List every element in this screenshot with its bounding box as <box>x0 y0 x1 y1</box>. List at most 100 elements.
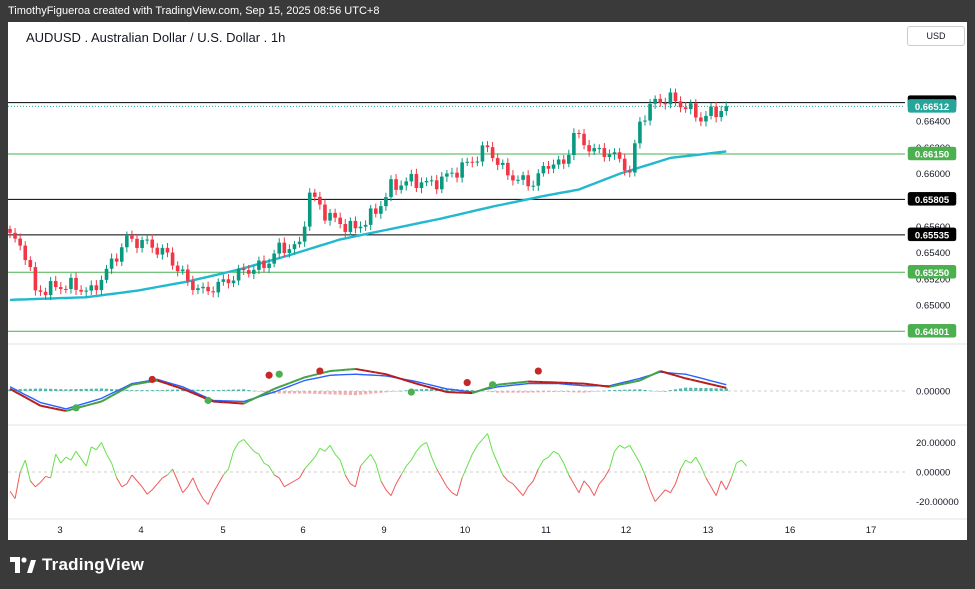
time-tick-label: 4 <box>138 525 143 536</box>
candle-body <box>28 260 33 268</box>
momentum-segment <box>284 483 290 488</box>
momentum-segment <box>400 465 407 476</box>
momentum-segment <box>725 477 732 490</box>
oscillator-slow-segment <box>675 374 681 378</box>
histogram-bar <box>678 388 683 391</box>
price-tick-label: 0.66000 <box>916 169 950 180</box>
histogram-bar <box>633 389 637 391</box>
oscillator-slow-segment <box>614 383 620 387</box>
price-label: 0.66150 <box>915 150 949 161</box>
chart-frame[interactable]: 0.664000.662000.660000.656000.654000.652… <box>8 22 967 540</box>
histogram-bar <box>521 391 525 393</box>
histogram-bar <box>607 390 612 391</box>
candle-body <box>587 145 591 152</box>
price-tick-label: 0.65200 <box>916 274 950 285</box>
candle-body <box>668 92 673 105</box>
histogram-bar <box>176 389 180 391</box>
oscillator-slow-segment <box>121 386 128 392</box>
currency-button[interactable]: USD <box>907 26 965 46</box>
momentum-segment <box>588 486 595 496</box>
momentum-segment <box>314 448 321 458</box>
candle-body <box>704 115 708 122</box>
candle-body <box>292 244 297 250</box>
momentum-segment <box>85 446 92 467</box>
histogram-bar <box>160 389 164 391</box>
oscillator-slow-segment <box>517 381 524 384</box>
candle-body <box>307 192 312 227</box>
oscillator-slow-segment <box>263 390 270 395</box>
candle-body <box>709 106 713 116</box>
histogram-bar <box>562 391 566 393</box>
candle-body <box>506 162 510 176</box>
oscillator-slow-segment <box>421 384 427 388</box>
momentum-segment <box>553 450 559 455</box>
candle-body <box>455 172 459 178</box>
oscillator-slow-segment <box>477 388 483 393</box>
momentum-segment <box>116 477 123 488</box>
histogram-bar <box>206 390 210 391</box>
oscillator-slow-segment <box>177 386 184 390</box>
histogram-bar <box>501 391 505 393</box>
oscillator-slow-segment <box>634 379 641 383</box>
histogram-bar <box>364 391 368 395</box>
oscillator-slow-segment <box>497 383 503 386</box>
histogram-bar <box>84 388 88 391</box>
momentum-segment <box>705 477 712 488</box>
candle-body <box>297 241 302 245</box>
candle-body <box>541 166 546 174</box>
oscillator-slow-segment <box>258 392 265 398</box>
candle-body <box>201 286 205 289</box>
candle-body <box>38 290 43 292</box>
momentum-segment <box>639 462 646 476</box>
candle-body <box>724 106 729 112</box>
chart-svg[interactable]: 0.664000.662000.660000.656000.654000.652… <box>8 22 967 540</box>
oscillator-slow-segment <box>34 402 41 407</box>
oscillator-slow-segment <box>685 377 691 381</box>
signal-dot <box>275 370 283 378</box>
candle-body <box>450 172 454 174</box>
oscillator-slow-segment <box>116 389 123 394</box>
oscillator-slow-segment <box>45 405 51 409</box>
candle-body <box>43 291 48 296</box>
signal-dot <box>316 367 324 375</box>
momentum-segment <box>456 477 463 496</box>
oscillator-slow-segment <box>40 404 46 408</box>
histogram-bar <box>369 391 373 394</box>
tradingview-logo[interactable]: TradingView <box>10 554 144 576</box>
momentum-segment <box>436 468 443 479</box>
momentum-segment <box>131 474 138 482</box>
momentum-segment <box>517 489 524 497</box>
histogram-bar <box>348 391 352 396</box>
momentum-segment <box>324 445 331 452</box>
histogram-bar <box>23 388 27 391</box>
momentum-segment <box>233 442 240 452</box>
oscillator-slow-segment <box>268 387 275 393</box>
momentum-segment <box>395 474 402 485</box>
histogram-bar <box>628 389 632 391</box>
momentum-segment <box>461 465 468 479</box>
candle-body <box>678 101 683 108</box>
momentum-segment <box>126 474 133 485</box>
price-tick-label: 0.65600 <box>916 222 950 233</box>
candle-body <box>460 162 464 178</box>
histogram-bar <box>165 389 170 391</box>
candle-body <box>373 208 378 214</box>
candle-body <box>602 148 607 158</box>
momentum-segment <box>278 477 285 488</box>
histogram-bar <box>231 389 236 391</box>
candle-body <box>399 185 403 190</box>
histogram-bar <box>323 391 327 395</box>
histogram-bar <box>485 391 490 392</box>
time-tick-label: 16 <box>785 525 796 536</box>
momentum-segment <box>289 480 295 485</box>
histogram-bar <box>69 389 73 391</box>
oscillator-slow-segment <box>405 379 412 384</box>
histogram-bar <box>638 389 642 391</box>
oscillator-slow-segment <box>309 373 316 378</box>
momentum-segment <box>55 453 62 464</box>
momentum-segment <box>410 451 417 461</box>
momentum-segment <box>441 477 448 488</box>
signal-dot <box>204 396 212 405</box>
candle-body <box>180 269 185 272</box>
time-tick-label: 13 <box>703 525 714 536</box>
